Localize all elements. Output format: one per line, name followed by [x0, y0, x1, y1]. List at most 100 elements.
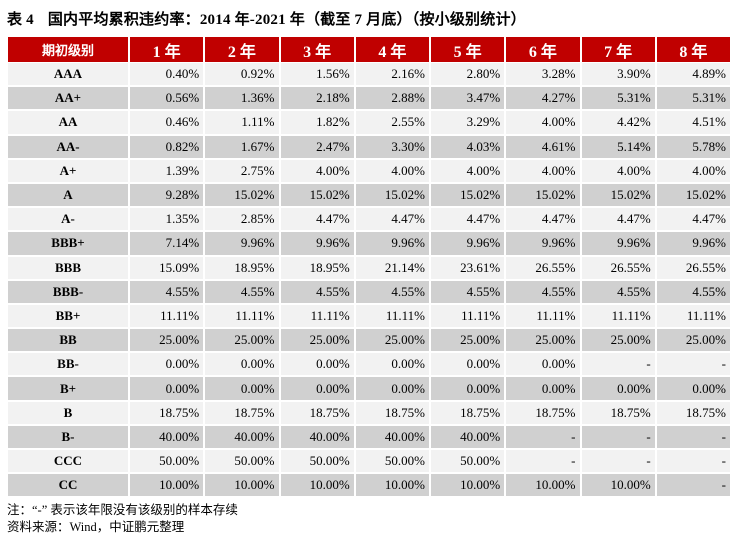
- rate-cell: 15.02%: [280, 182, 354, 208]
- header-year-5: 5 年: [431, 37, 505, 62]
- rate-cell: 0.82%: [130, 134, 204, 159]
- table-row: BBB+ 7.14% 9.96% 9.96% 9.96% 9.96% 9.96% 9.96% 9…: [8, 231, 730, 256]
- table-title-text: 国内平均累积违约率：2014 年-2021 年（截至 7 月底）（按小级别统计）: [47, 12, 526, 28]
- rate-cell: 18.75%: [130, 400, 204, 425]
- table-row: B 18.75% 18.75% 18.75% 18.75% 18.75% 18.75% 18.…: [8, 400, 730, 425]
- rate-cell: 25.00%: [581, 328, 655, 353]
- header-year-2: 2 年: [205, 37, 279, 62]
- rate-cell: 4.55%: [431, 279, 505, 304]
- rate-cell: 0.00%: [205, 376, 279, 401]
- rate-cell: 18.75%: [581, 400, 655, 425]
- rate-cell: 0.00%: [656, 376, 730, 401]
- table-row: B+ 0.00% 0.00% 0.00% 0.00% 0.00% 0.00% 0.00% 0.0…: [8, 376, 730, 401]
- rate-cell: 25.00%: [280, 328, 354, 353]
- table-row: AA 0.46% 1.11% 1.82% 2.55% 3.29% 4.00% 4.42% 4.5…: [8, 110, 730, 135]
- header-year-7: 7 年: [581, 37, 655, 62]
- rate-cell: 2.16%: [355, 62, 429, 87]
- rate-cell: 25.00%: [431, 328, 505, 353]
- rate-cell: 18.75%: [355, 400, 429, 425]
- rate-cell: 11.11%: [506, 303, 580, 329]
- grade-cell: CCC: [8, 449, 128, 474]
- rate-cell: 7.14%: [130, 231, 204, 256]
- table-number: 表 4: [7, 12, 34, 28]
- rate-cell: 23.61%: [431, 255, 505, 280]
- rate-cell: 4.47%: [581, 207, 655, 232]
- rate-cell: 50.00%: [130, 449, 204, 474]
- rate-cell: 0.00%: [355, 376, 429, 401]
- rate-cell: 15.02%: [355, 182, 429, 208]
- rate-cell: 0.00%: [506, 352, 580, 377]
- rate-cell: -: [656, 473, 730, 498]
- rate-cell: -: [581, 424, 655, 449]
- header-year-1: 1 年: [130, 37, 204, 62]
- rate-cell: 5.31%: [656, 86, 730, 111]
- rate-cell: 2.55%: [355, 110, 429, 135]
- table-row: BBB 15.09% 18.95% 18.95% 21.14% 23.61% 26.55% 2…: [8, 255, 730, 280]
- grade-cell: BBB: [8, 255, 128, 280]
- header-year-8: 8 年: [656, 37, 730, 62]
- rate-cell: 9.96%: [581, 231, 655, 256]
- rate-cell: 4.47%: [355, 207, 429, 232]
- table-row: AA- 0.82% 1.67% 2.47% 3.30% 4.03% 4.61% 5.14% 5.…: [8, 134, 730, 159]
- rate-cell: 25.00%: [355, 328, 429, 353]
- grade-cell: AAA: [8, 62, 128, 87]
- grade-cell: A+: [8, 158, 128, 183]
- rate-cell: 18.95%: [280, 255, 354, 280]
- rate-cell: 15.02%: [656, 182, 730, 208]
- rate-cell: 4.00%: [656, 158, 730, 183]
- rate-cell: 4.51%: [656, 110, 730, 135]
- table-row: CC 10.00% 10.00% 10.00% 10.00% 10.00% 10.00% 10…: [8, 473, 730, 498]
- rate-cell: 10.00%: [581, 473, 655, 498]
- grade-cell: AA-: [8, 134, 128, 159]
- rate-cell: 0.00%: [130, 376, 204, 401]
- rate-cell: 0.56%: [130, 86, 204, 111]
- rate-cell: 18.95%: [205, 255, 279, 280]
- table-row: BB 25.00% 25.00% 25.00% 25.00% 25.00% 25.00% 25…: [8, 328, 730, 353]
- table-title: 表 4 国内平均累积违约率：2014 年-2021 年（截至 7 月底）（按小级别…: [7, 8, 526, 29]
- rate-cell: 0.00%: [280, 352, 354, 377]
- rate-cell: 4.61%: [506, 134, 580, 159]
- rate-cell: 4.42%: [581, 110, 655, 135]
- rate-cell: -: [656, 352, 730, 377]
- rate-cell: 18.75%: [506, 400, 580, 425]
- rate-cell: 4.00%: [506, 158, 580, 183]
- grade-cell: BB: [8, 328, 128, 353]
- rate-cell: 9.96%: [656, 231, 730, 256]
- rate-cell: 4.55%: [656, 279, 730, 304]
- rate-cell: 9.96%: [205, 231, 279, 256]
- rate-cell: 0.00%: [431, 352, 505, 377]
- rate-cell: -: [581, 352, 655, 377]
- rate-cell: 1.35%: [130, 207, 204, 232]
- table-row: A+ 1.39% 2.75% 4.00% 4.00% 4.00% 4.00% 4.00% 4.0…: [8, 158, 730, 183]
- header-year-4: 4 年: [355, 37, 429, 62]
- rate-cell: 4.55%: [280, 279, 354, 304]
- rate-cell: 40.00%: [205, 424, 279, 449]
- rate-cell: 4.89%: [656, 62, 730, 87]
- rate-cell: 18.75%: [205, 400, 279, 425]
- table-note: 注：“-” 表示该年限没有该级别的样本存续: [7, 503, 238, 517]
- rate-cell: 2.47%: [280, 134, 354, 159]
- table-row: AAA 0.40% 0.92% 1.56% 2.16% 2.80% 3.28% 3.90% 4.…: [8, 62, 730, 87]
- rate-cell: 4.00%: [280, 158, 354, 183]
- rate-cell: 50.00%: [280, 449, 354, 474]
- rate-cell: 5.78%: [656, 134, 730, 159]
- rate-cell: -: [506, 449, 580, 474]
- rate-cell: 0.00%: [355, 352, 429, 377]
- table-body: AAA 0.40% 0.92% 1.56% 2.16% 2.80% 3.28% 3.90% 4.…: [8, 62, 730, 498]
- rate-cell: 50.00%: [431, 449, 505, 474]
- rate-cell: 10.00%: [205, 473, 279, 498]
- rate-cell: 0.00%: [581, 376, 655, 401]
- rate-cell: 40.00%: [280, 424, 354, 449]
- table-row: BB+ 11.11% 11.11% 11.11% 11.11% 11.11% 11.11% 1…: [8, 303, 730, 329]
- rate-cell: -: [581, 449, 655, 474]
- rate-cell: -: [506, 424, 580, 449]
- rate-cell: 11.11%: [205, 303, 279, 329]
- rate-cell: 2.88%: [355, 86, 429, 111]
- rate-cell: 50.00%: [205, 449, 279, 474]
- rate-cell: 0.00%: [506, 376, 580, 401]
- rate-cell: 40.00%: [431, 424, 505, 449]
- rate-cell: 3.30%: [355, 134, 429, 159]
- rate-cell: 3.28%: [506, 62, 580, 87]
- rate-cell: 11.11%: [656, 303, 730, 329]
